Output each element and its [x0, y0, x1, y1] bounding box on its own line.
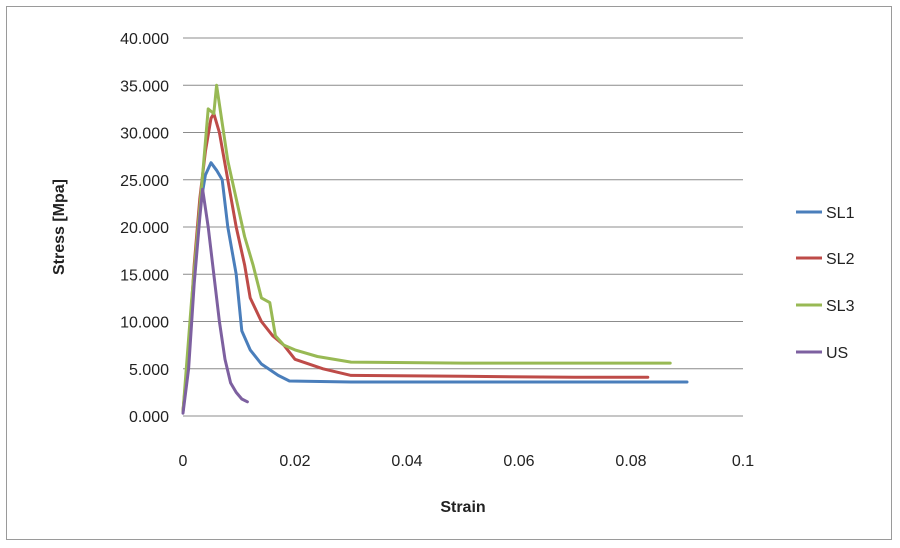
legend-label-sl3: SL3 [826, 298, 855, 315]
series-line-us [181, 187, 249, 415]
y-tick-label: 5.000 [129, 362, 169, 379]
legend: SL1 SL2 SL3 US [796, 205, 855, 362]
y-tick-label: 0.000 [129, 409, 169, 426]
x-axis-ticks: 0 0.02 0.04 0.06 0.08 0.1 [179, 453, 755, 470]
y-tick-label: 35.000 [120, 78, 169, 95]
x-axis-title: Strain [440, 499, 485, 516]
legend-label-sl1: SL1 [826, 205, 855, 222]
series-lines [181, 83, 689, 415]
x-tick-label: 0 [179, 453, 188, 470]
y-tick-label: 25.000 [120, 173, 169, 190]
x-tick-label: 0.1 [732, 453, 754, 470]
y-tick-label: 30.000 [120, 126, 169, 143]
y-tick-label: 10.000 [120, 315, 169, 332]
x-tick-label: 0.08 [615, 453, 646, 470]
y-axis-title: Stress [Mpa] [51, 179, 68, 275]
chart-frame [6, 6, 892, 540]
x-tick-label: 0.06 [503, 453, 534, 470]
y-axis-ticks: 0.000 5.000 10.000 15.000 20.000 25.000 30.000… [120, 31, 169, 426]
y-tick-label: 40.000 [120, 31, 169, 48]
gridlines [183, 37, 743, 417]
x-tick-label: 0.04 [391, 453, 422, 470]
legend-label-sl2: SL2 [826, 251, 855, 268]
y-tick-label: 15.000 [120, 267, 169, 284]
legend-label-us: US [826, 345, 848, 362]
x-tick-label: 0.02 [279, 453, 310, 470]
series-line-sl3 [181, 83, 672, 413]
y-tick-label: 20.000 [120, 220, 169, 237]
